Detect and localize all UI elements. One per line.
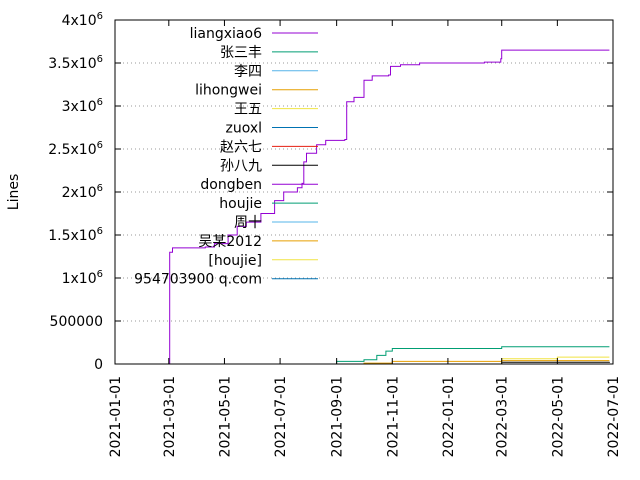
x-tick-label: 2022-03-01 [495,376,511,457]
legend-label: zuoxl [225,121,262,137]
x-tick-label: 2021-01-01 [108,376,124,457]
y-axis-label: Lines [6,174,22,210]
legend-label: 吴某2012 [198,234,262,250]
legend-label: lihongwei [195,83,262,99]
x-tick-label: 2021-11-01 [385,376,401,457]
legend-label: 赵六七 [220,139,262,155]
y-tick-label: 2.5x106 [48,140,103,158]
y-tick-label: 3.5x106 [48,54,103,72]
y-tick-label: 4x106 [62,11,103,29]
x-tick-label: 2021-07-01 [273,376,289,457]
y-tick-label: 1.5x106 [48,226,103,244]
series-line [312,346,610,365]
x-tick-label: 2021-05-01 [217,376,233,457]
series-line [168,49,610,365]
y-tick-label: 2x106 [62,183,103,201]
legend-label: 954703900 q.com [134,272,262,288]
x-tick-label: 2021-03-01 [162,376,178,457]
y-axis: 0 500000 1x106 1.5x106 2x106 2.5x106 3x106 3.5x… [48,11,613,373]
legend-label: 张三丰 [220,45,262,61]
x-tick-label: 2022-07-01 [606,376,622,457]
legend-label: 王五 [234,102,262,118]
legend-label: houjie [219,196,262,212]
legend-label: 周十 [234,215,262,231]
legend-label: [houjie] [208,253,262,269]
y-tick-label: 500000 [50,314,103,330]
legend-label: liangxiao6 [190,26,262,42]
y-tick-label: 0 [94,357,103,373]
legend-label: 孙八九 [220,158,262,174]
grid-lines [115,62,613,322]
x-tick-label: 2022-05-01 [550,376,566,457]
legend-label: 李四 [234,64,262,80]
x-tick-label: 2022-01-01 [441,376,457,457]
x-axis: 2021-01-01 2021-03-01 2021-05-01 2021-07-01… [108,20,622,457]
legend-label: dongben [200,177,262,193]
y-tick-label: 3x106 [62,97,103,115]
y-tick-label: 1x106 [62,269,103,287]
x-tick-label: 2021-09-01 [330,376,346,457]
